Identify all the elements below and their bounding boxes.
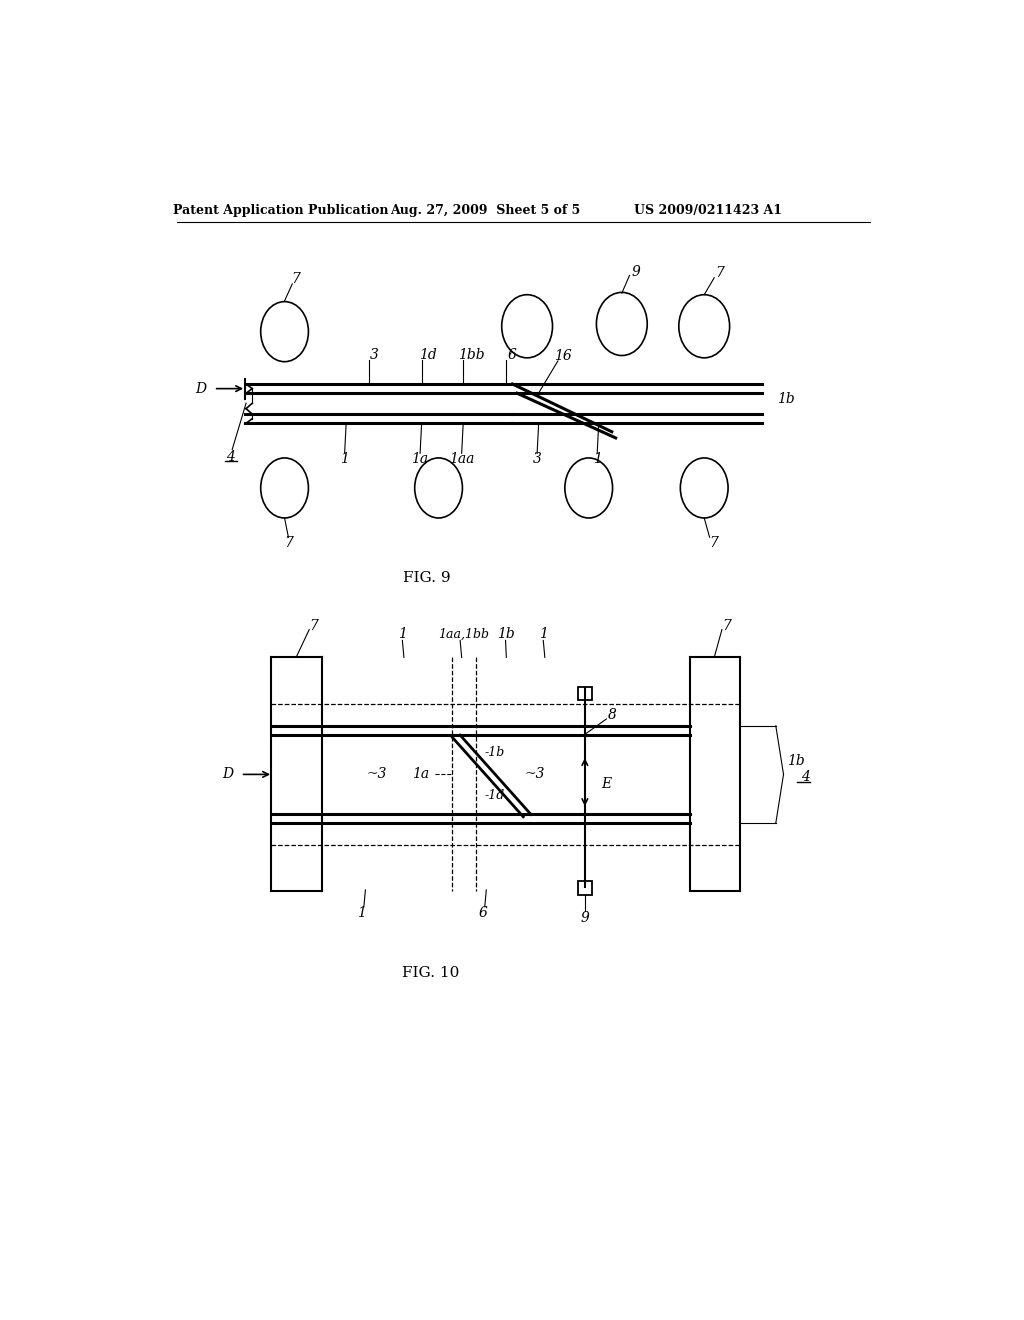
Text: 7: 7: [309, 619, 318, 632]
Text: 1b: 1b: [777, 392, 795, 405]
Text: E: E: [601, 776, 611, 791]
Bar: [578, 686, 592, 701]
Text: 6: 6: [479, 906, 487, 920]
Text: 16: 16: [554, 350, 572, 363]
Text: ~3: ~3: [524, 767, 545, 781]
Text: 9: 9: [631, 264, 640, 279]
Text: 1d: 1d: [419, 347, 436, 362]
Text: 8: 8: [607, 708, 616, 722]
Text: Aug. 27, 2009  Sheet 5 of 5: Aug. 27, 2009 Sheet 5 of 5: [390, 205, 580, 218]
Text: FIG. 10: FIG. 10: [402, 966, 460, 979]
Text: 1: 1: [398, 627, 407, 642]
Text: -1d: -1d: [484, 789, 505, 803]
Text: 1a: 1a: [413, 767, 429, 781]
Text: 9: 9: [581, 911, 589, 924]
Text: 1a: 1a: [412, 453, 429, 466]
Text: 7: 7: [722, 619, 731, 632]
Text: D: D: [195, 381, 206, 396]
Text: 4: 4: [226, 450, 236, 465]
Text: 1b: 1b: [497, 627, 514, 642]
Text: 7: 7: [710, 536, 719, 550]
Text: 1aa: 1aa: [449, 453, 474, 466]
Text: 1aa,1bb: 1aa,1bb: [437, 628, 488, 640]
Text: 7: 7: [284, 536, 293, 550]
Text: 1: 1: [539, 627, 548, 642]
Text: 6: 6: [508, 347, 517, 362]
Text: -1b: -1b: [484, 746, 505, 759]
Text: ~3: ~3: [367, 767, 387, 781]
Text: 3: 3: [532, 453, 542, 466]
Text: 3: 3: [370, 347, 378, 362]
Text: 7: 7: [715, 267, 724, 280]
Text: 1b: 1b: [787, 754, 805, 767]
Text: FIG. 9: FIG. 9: [403, 572, 451, 585]
Bar: [578, 880, 592, 895]
Text: 1: 1: [593, 453, 602, 466]
Text: US 2009/0211423 A1: US 2009/0211423 A1: [634, 205, 782, 218]
Text: 1: 1: [357, 906, 366, 920]
Text: D: D: [222, 767, 233, 781]
Text: Patent Application Publication: Patent Application Publication: [173, 205, 388, 218]
Text: 7: 7: [292, 272, 301, 286]
Text: 1bb: 1bb: [458, 347, 484, 362]
Text: 4: 4: [801, 771, 810, 784]
Text: 1: 1: [340, 453, 349, 466]
